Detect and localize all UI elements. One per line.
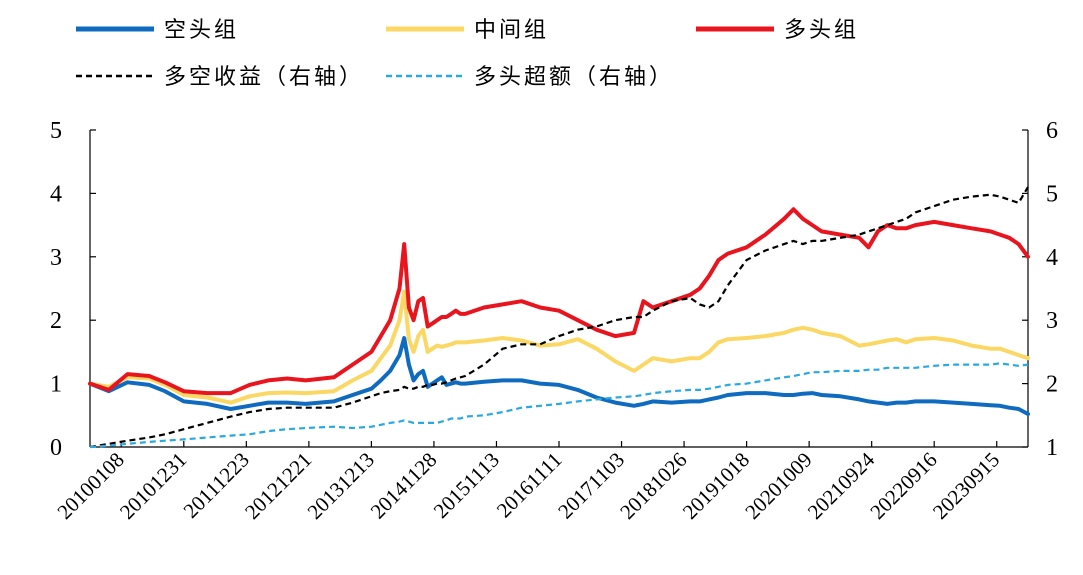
x-tick-label: 20220916 (865, 448, 941, 524)
right-y-tick-label: 5 (1046, 181, 1058, 207)
legend-item-4: 多空收益（右轴） (76, 65, 364, 90)
left-y-tick-label: 3 (50, 245, 62, 271)
right-y-tick-label: 6 (1046, 118, 1058, 144)
x-tick-label: 20111223 (179, 448, 254, 523)
x-tick-label: 20141128 (366, 448, 442, 524)
series-line-4 (89, 186, 1029, 449)
x-tick-label: 20171103 (553, 448, 629, 524)
series-line-1 (88, 336, 1030, 416)
legend-label: 中间组 (474, 18, 549, 43)
series-lines (88, 186, 1030, 449)
left-y-tick-label: 5 (50, 118, 62, 144)
right-y-tick-label: 2 (1046, 372, 1058, 398)
x-tick-label: 20151113 (429, 448, 504, 523)
x-tick-label: 20100108 (52, 448, 128, 524)
legend-item-1: 空头组 (76, 18, 239, 43)
series-line-2 (88, 289, 1030, 405)
legend-label: 多空收益（右轴） (164, 65, 364, 90)
x-tick-label: 20210924 (803, 447, 880, 524)
right-y-tick-label: 3 (1046, 308, 1058, 334)
x-tick-label: 20191018 (678, 448, 754, 524)
axes (89, 129, 1029, 448)
legend-label: 多头超额（右轴） (474, 65, 674, 90)
legend-label: 多头组 (784, 18, 859, 43)
left-y-tick-label: 4 (50, 181, 62, 207)
x-tick-label: 20101231 (115, 448, 191, 524)
series-line-3 (88, 207, 1030, 396)
x-tick-label: 20230915 (928, 448, 1004, 524)
legend-item-2: 中间组 (386, 18, 549, 43)
x-tick-label: 20121221 (240, 448, 316, 524)
right-y-tick-label: 4 (1046, 245, 1058, 271)
left-y-tick-label: 1 (50, 372, 62, 398)
legend-label: 空头组 (164, 18, 239, 43)
series-line-5 (89, 362, 1029, 449)
tick-labels: 0 1 2 3 4 5 1 2 3 4 5 6 2010010820101231201112232012… (50, 118, 1058, 524)
x-tick-label: 20131213 (303, 448, 379, 524)
x-tick-label: 20161111 (492, 448, 567, 523)
left-y-tick-label: 0 (50, 435, 62, 461)
x-tick-label: 20181026 (615, 448, 691, 524)
left-y-tick-label: 2 (50, 308, 62, 334)
x-tick-label: 20201009 (740, 448, 816, 524)
legend-item-3: 多头组 (696, 18, 859, 43)
right-y-tick-label: 1 (1046, 435, 1058, 461)
legend-item-5: 多头超额（右轴） (386, 65, 674, 90)
